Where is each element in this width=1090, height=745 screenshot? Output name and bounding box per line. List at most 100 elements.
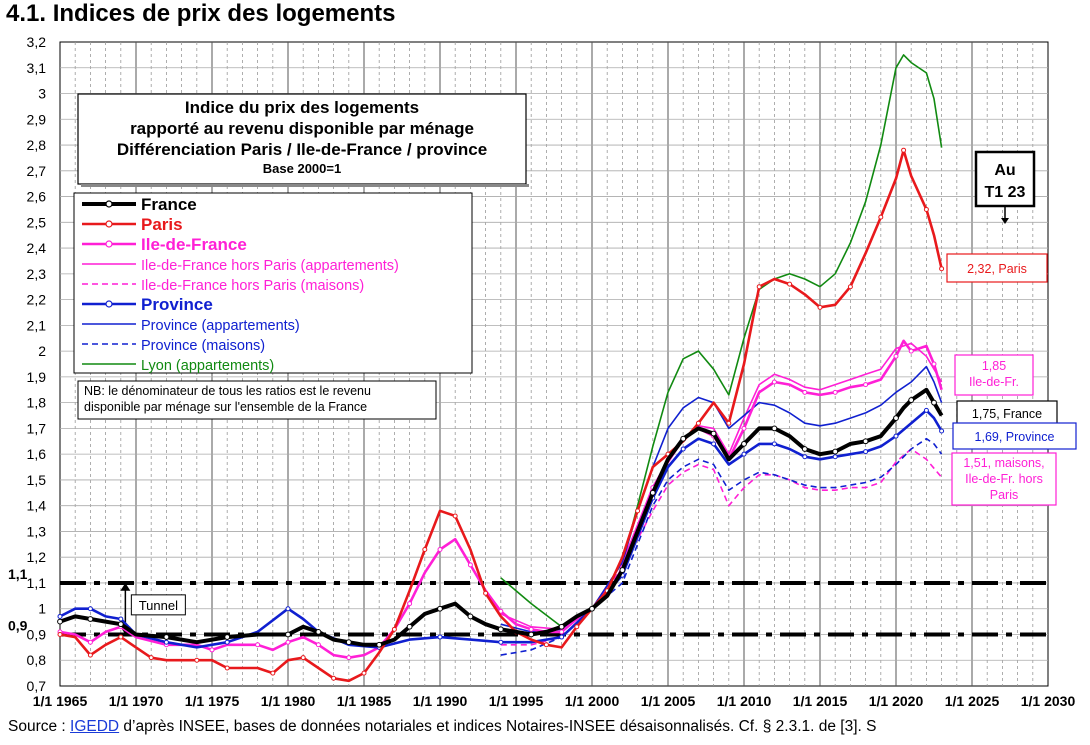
chart-title-line: Base 2000=1 — [263, 161, 341, 176]
series-point — [741, 425, 747, 431]
legend-item: Lyon (appartements) — [82, 358, 274, 374]
series-point — [346, 655, 352, 661]
series-point — [908, 348, 914, 354]
series-point — [528, 631, 535, 638]
series-point — [787, 281, 793, 287]
chart-title-box: Indice du prix des logements rapporté au … — [77, 93, 529, 187]
series-point — [893, 415, 899, 421]
series-france — [57, 387, 944, 648]
series-point — [406, 623, 413, 630]
end-label-box — [954, 354, 1034, 396]
y-tick-label: 2,1 — [27, 317, 47, 333]
series-point — [802, 389, 808, 395]
series-point — [901, 147, 907, 153]
source-link[interactable]: IGEDD — [70, 718, 120, 735]
series-line — [59, 339, 943, 660]
series-line — [59, 148, 943, 683]
last-quarter-box — [974, 150, 1036, 208]
series-point — [315, 629, 322, 635]
y-tick-label: 2,2 — [27, 292, 47, 308]
series-paris — [57, 147, 945, 683]
series-point — [559, 629, 565, 635]
legend-marker — [105, 200, 113, 208]
y-tick-label: 1,8 — [27, 395, 47, 411]
tunnel-left-label: 1,1 — [8, 566, 28, 582]
x-tick-label: 1/1 2015 — [793, 693, 848, 709]
series-point — [345, 639, 352, 646]
page-title: 4.1. Indices de prix des logements — [6, 0, 396, 27]
series-point — [87, 606, 93, 612]
x-tick-label: 1/1 1985 — [337, 693, 392, 709]
y-tick-label: 1 — [38, 601, 46, 617]
end-label-box — [946, 253, 1048, 283]
series-line — [500, 437, 943, 656]
series-point — [331, 675, 337, 681]
legend-label: Lyon (appartements) — [141, 358, 274, 374]
series-point — [498, 639, 504, 645]
series-point — [437, 546, 443, 552]
y-tick-label: 2,5 — [27, 214, 47, 230]
series-point — [817, 304, 823, 310]
end-label: 1,75, France — [956, 400, 1058, 426]
series-point — [726, 420, 732, 426]
tunnel-label-box — [130, 594, 186, 616]
series-point — [376, 641, 383, 648]
note-box: NB: le dénominateur de tous les ratios e… — [77, 380, 437, 420]
series-point — [163, 639, 169, 645]
x-tick-label: 1/1 1975 — [185, 693, 240, 709]
series-point — [802, 454, 808, 460]
series-province-maisons- — [500, 437, 943, 656]
y-tick-label: 3,2 — [27, 34, 47, 50]
end-label-text: 1,51, maisons, — [963, 456, 1044, 470]
legend-label: Ile-de-France — [141, 235, 247, 254]
chart-title-line: Indice du prix des logements — [185, 98, 419, 117]
y-tick-label: 2,6 — [27, 189, 47, 205]
y-tick-label: 2,9 — [27, 111, 47, 127]
legend-item: Province (maisons) — [82, 338, 265, 354]
series-point — [893, 353, 899, 359]
end-label-box — [952, 422, 1077, 450]
series-point — [422, 546, 428, 552]
last-quarter-arrow-head — [1001, 218, 1009, 224]
series-point — [680, 446, 686, 452]
legend-item: France — [82, 195, 197, 214]
series-point — [224, 634, 231, 640]
end-label: 2,32, Paris — [946, 253, 1048, 283]
y-tick-label: 1,2 — [27, 549, 47, 565]
y-tick-label: 1,1 — [27, 575, 47, 591]
legend-label: Ile-de-France hors Paris (maisons) — [141, 278, 364, 294]
series-point — [923, 206, 929, 212]
series-point — [939, 428, 945, 434]
series-point — [923, 407, 929, 413]
series-point — [391, 626, 397, 632]
series-point — [87, 639, 93, 645]
series-point — [528, 626, 534, 632]
legend-label: France — [141, 195, 197, 214]
end-label-text: 1,85 — [982, 359, 1006, 373]
series-point — [118, 634, 124, 640]
legend-marker — [105, 300, 113, 308]
legend-item: Ile-de-France hors Paris (appartements) — [82, 258, 399, 274]
note-line: NB: le dénominateur de tous les ratios e… — [84, 384, 371, 398]
series-point — [680, 435, 687, 442]
series-point — [194, 657, 200, 663]
series-point — [497, 626, 504, 633]
series-point — [771, 441, 777, 447]
series-point — [619, 567, 626, 573]
y-tick-label: 1,7 — [27, 420, 47, 436]
x-tick-label: 1/1 2030 — [1021, 693, 1076, 709]
series-point — [863, 382, 869, 388]
y-tick-label: 2 — [38, 343, 46, 359]
series-point — [893, 433, 899, 439]
series-point — [649, 489, 656, 496]
source-rest: d’après INSEE, bases de données notarial… — [119, 718, 877, 735]
y-tick-label: 1,6 — [27, 446, 47, 462]
last-quarter-label: T1 23 — [985, 184, 1026, 201]
end-label-text: Ile-de-Fr. — [969, 375, 1019, 389]
x-tick-label: 1/1 1980 — [261, 693, 316, 709]
series-point — [315, 642, 321, 648]
y-tick-label: 0,7 — [27, 678, 47, 694]
series-point — [483, 590, 489, 596]
